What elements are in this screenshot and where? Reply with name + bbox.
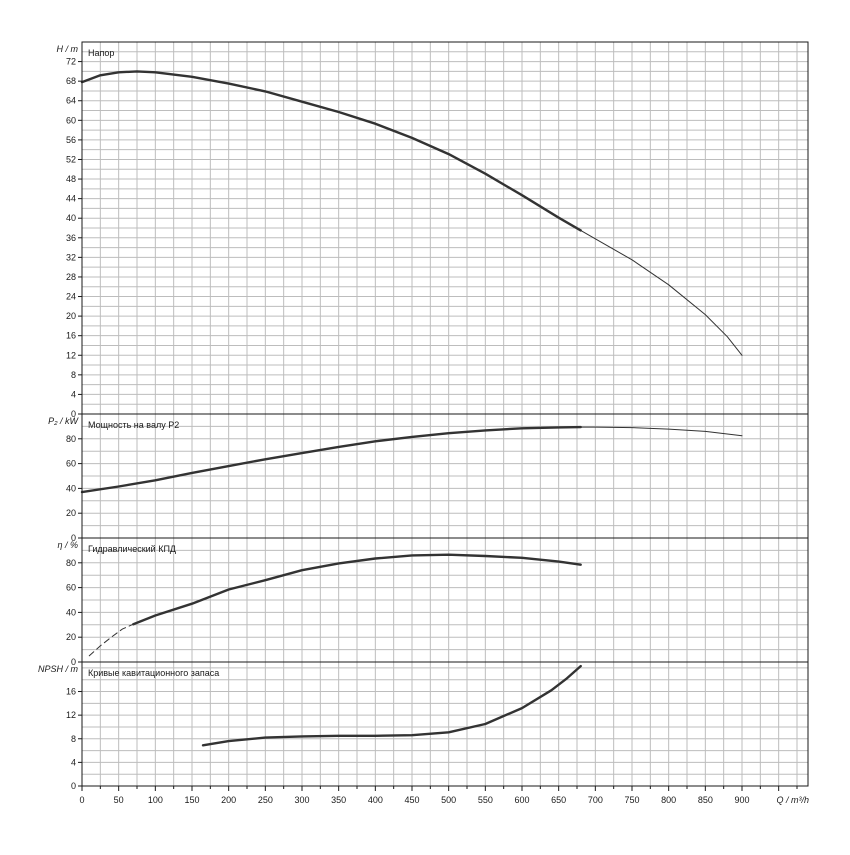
y-tick-label: 32 bbox=[66, 252, 76, 262]
y-tick-label: 20 bbox=[66, 311, 76, 321]
x-tick-label: 0 bbox=[79, 795, 84, 805]
npsh-curve-thick bbox=[201, 664, 582, 747]
y-tick-label: 48 bbox=[66, 174, 76, 184]
y-tick-label: 0 bbox=[71, 409, 76, 419]
x-tick-label: 650 bbox=[551, 795, 566, 805]
x-tick-label: 900 bbox=[734, 795, 749, 805]
x-tick-label: 250 bbox=[258, 795, 273, 805]
power-curve-thick bbox=[80, 425, 582, 494]
y-axis-title: P₂ / kW bbox=[48, 416, 79, 426]
x-tick-label: 100 bbox=[148, 795, 163, 805]
x-tick-label: 50 bbox=[114, 795, 124, 805]
panel-title: Кривые кавитационного запаса bbox=[88, 668, 219, 678]
y-tick-label: 60 bbox=[66, 583, 76, 593]
x-tick-label: 750 bbox=[624, 795, 639, 805]
y-tick-label: 12 bbox=[66, 350, 76, 360]
y-tick-label: 60 bbox=[66, 459, 76, 469]
y-tick-label: 20 bbox=[66, 632, 76, 642]
y-tick-label: 44 bbox=[66, 194, 76, 204]
y-tick-label: 16 bbox=[66, 687, 76, 697]
y-tick-label: 64 bbox=[66, 96, 76, 106]
x-tick-label: 400 bbox=[368, 795, 383, 805]
y-tick-label: 52 bbox=[66, 154, 76, 164]
y-tick-label: 80 bbox=[66, 434, 76, 444]
y-axis-title: NPSH / m bbox=[38, 664, 79, 674]
y-axis-title: H / m bbox=[57, 44, 79, 54]
y-tick-label: 0 bbox=[71, 781, 76, 791]
x-tick-label: 600 bbox=[514, 795, 529, 805]
x-tick-label: 550 bbox=[478, 795, 493, 805]
y-tick-label: 36 bbox=[66, 233, 76, 243]
efficiency-curve-dashed bbox=[88, 623, 134, 657]
efficiency-curve-thick bbox=[132, 553, 582, 626]
y-tick-label: 20 bbox=[66, 508, 76, 518]
y-tick-label: 56 bbox=[66, 135, 76, 145]
y-tick-label: 8 bbox=[71, 734, 76, 744]
y-tick-label: 8 bbox=[71, 370, 76, 380]
y-tick-label: 80 bbox=[66, 558, 76, 568]
y-tick-label: 28 bbox=[66, 272, 76, 282]
y-tick-label: 68 bbox=[66, 76, 76, 86]
y-tick-label: 0 bbox=[71, 533, 76, 543]
x-tick-label: 150 bbox=[184, 795, 199, 805]
y-tick-label: 40 bbox=[66, 483, 76, 493]
panel-title: Мощность на валу P2 bbox=[88, 420, 179, 430]
y-tick-label: 72 bbox=[66, 57, 76, 67]
y-tick-label: 60 bbox=[66, 115, 76, 125]
head-curve-thin bbox=[580, 229, 743, 356]
x-tick-label: 450 bbox=[404, 795, 419, 805]
panel-title: Напор bbox=[88, 48, 114, 58]
x-axis-title: Q / m³/h bbox=[776, 795, 809, 805]
x-tick-label: 300 bbox=[294, 795, 309, 805]
y-tick-label: 40 bbox=[66, 213, 76, 223]
x-tick-label: 700 bbox=[588, 795, 603, 805]
y-tick-label: 40 bbox=[66, 607, 76, 617]
x-tick-label: 500 bbox=[441, 795, 456, 805]
panel-title: Гидравлический КПД bbox=[88, 544, 176, 554]
y-tick-label: 16 bbox=[66, 331, 76, 341]
y-tick-label: 4 bbox=[71, 389, 76, 399]
x-tick-label: 350 bbox=[331, 795, 346, 805]
y-tick-label: 0 bbox=[71, 657, 76, 667]
power-curve-thin bbox=[580, 426, 743, 437]
y-tick-label: 4 bbox=[71, 757, 76, 767]
x-tick-label: 200 bbox=[221, 795, 236, 805]
y-axis-title: η / % bbox=[57, 540, 78, 550]
head-curve-thick bbox=[80, 70, 582, 232]
y-tick-label: 12 bbox=[66, 710, 76, 720]
x-tick-label: 800 bbox=[661, 795, 676, 805]
x-tick-label: 850 bbox=[698, 795, 713, 805]
y-tick-label: 24 bbox=[66, 292, 76, 302]
